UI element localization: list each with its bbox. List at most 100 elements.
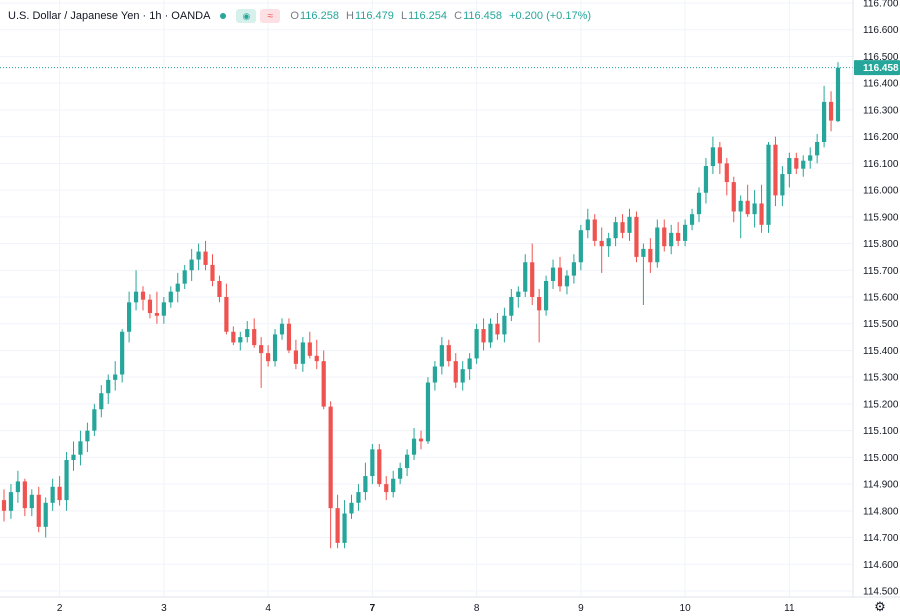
candle [300, 337, 305, 372]
candle-body [669, 232, 674, 247]
candle [64, 452, 69, 511]
candle [780, 166, 785, 207]
candle-body [391, 478, 396, 493]
candle [140, 286, 146, 311]
candle-body [425, 382, 431, 442]
candle [669, 224, 674, 255]
candle-body [272, 334, 278, 362]
candle [585, 208, 590, 239]
candle-body [815, 141, 820, 156]
change-value: +0.200 (+0.17%) [509, 10, 592, 22]
candle-body [29, 494, 34, 509]
time-tick-label: 3 [161, 603, 167, 614]
candle [189, 248, 194, 281]
candle-body [606, 238, 611, 247]
candle [495, 313, 500, 340]
candle-body [759, 203, 764, 225]
wave-icon[interactable]: ≈ [260, 9, 281, 23]
candle [50, 478, 55, 511]
candle-body [99, 393, 104, 410]
eye-icon[interactable]: ◉ [236, 9, 257, 23]
candle [453, 353, 458, 388]
candle-body [252, 329, 257, 346]
candle-body [113, 374, 118, 380]
candle [85, 422, 90, 453]
candle [342, 500, 347, 549]
price-tick-label: 115.700 [863, 266, 899, 277]
candle-body [300, 342, 305, 364]
candle-body [432, 366, 437, 383]
candle [689, 208, 695, 231]
settings-gear-icon[interactable]: ⚙ [874, 599, 886, 614]
candle [418, 430, 424, 450]
candle-body [279, 323, 285, 335]
interval-label[interactable]: 1h [149, 10, 162, 22]
candle [467, 353, 472, 380]
candle-body [509, 297, 514, 316]
candle [175, 272, 180, 303]
candle [509, 288, 514, 322]
candle [446, 339, 451, 367]
candle-body [460, 369, 465, 383]
candle [425, 377, 431, 444]
symbol-name[interactable]: U.S. Dollar / Japanese Yen [8, 10, 140, 22]
candle-body [453, 361, 458, 383]
candle-body [342, 513, 347, 543]
candle [92, 403, 97, 436]
candle [29, 489, 34, 517]
candle-body [161, 302, 166, 316]
candle [391, 470, 396, 498]
candle-body [238, 337, 243, 343]
candle-body [133, 291, 139, 303]
price-tick-label: 115.200 [863, 399, 899, 410]
candle-body [488, 323, 493, 343]
price-tick-label: 116.600 [863, 25, 899, 36]
price-tick-label: 114.600 [863, 560, 899, 571]
candle [822, 85, 827, 148]
candle-body [683, 224, 688, 241]
candle-body [502, 315, 507, 335]
candle [147, 294, 153, 319]
candle [550, 259, 556, 289]
candle-body [224, 297, 229, 332]
candle [113, 361, 118, 391]
candle [286, 318, 292, 354]
price-tick-label: 116.500 [863, 52, 899, 63]
candle [196, 243, 201, 271]
market-status-dot [220, 13, 227, 19]
candle-body [189, 259, 194, 271]
candle-body [766, 144, 771, 225]
candle-body [43, 502, 48, 527]
high-value: 116.479 [354, 10, 394, 22]
candle-body [808, 155, 813, 161]
open-value: 116.258 [299, 10, 339, 22]
candle-body [78, 441, 83, 455]
candle-body [8, 492, 14, 511]
candle-body [71, 454, 76, 461]
candle-body [676, 232, 681, 241]
candle-body [738, 200, 743, 212]
candle-body [585, 219, 590, 231]
candle-body [696, 192, 702, 215]
candle [794, 152, 799, 175]
candle-body [147, 299, 153, 314]
price-tick-label: 115.300 [863, 373, 899, 384]
candle [683, 219, 688, 247]
candle [71, 441, 76, 471]
candle [43, 497, 48, 538]
candle [314, 339, 319, 370]
candle [537, 288, 542, 343]
price-tick-label: 115.400 [863, 346, 899, 357]
candle-body [523, 262, 528, 292]
candle-body [550, 267, 556, 281]
candle [293, 339, 298, 370]
candle [634, 211, 639, 263]
candle [57, 476, 62, 506]
price-tick-label: 116.300 [863, 105, 899, 116]
candle [835, 62, 841, 123]
candle [1, 489, 7, 522]
candle-body [182, 270, 187, 284]
candle-body [196, 251, 201, 260]
